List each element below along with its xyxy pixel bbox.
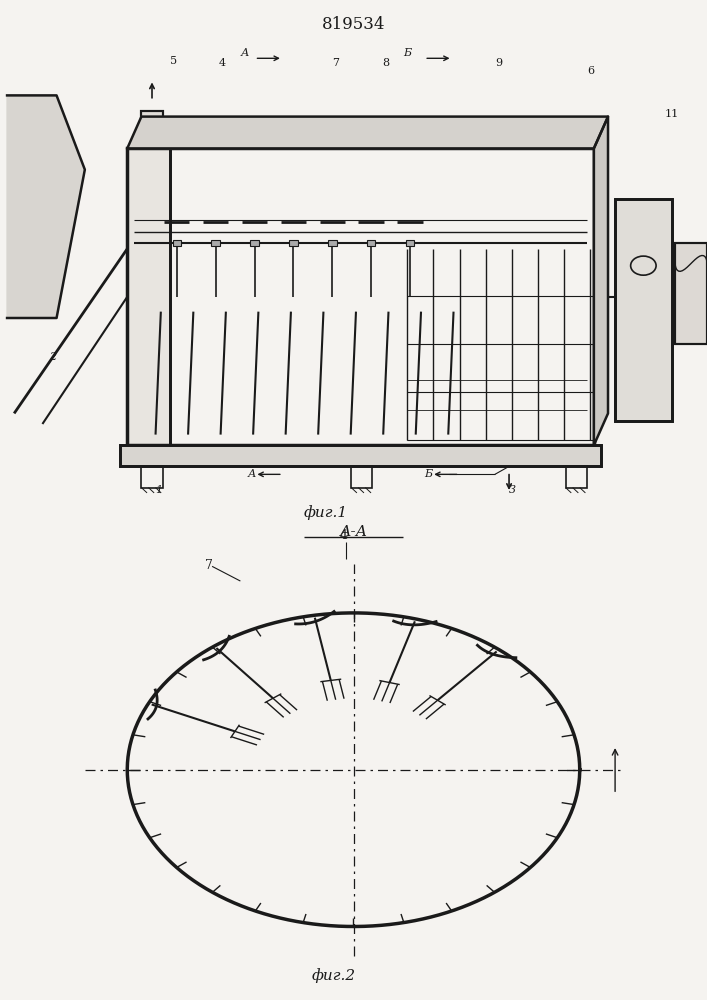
Text: 7: 7 <box>332 58 339 68</box>
Bar <box>120 445 601 466</box>
Text: Б: Б <box>424 469 432 479</box>
Bar <box>127 148 594 445</box>
Bar <box>141 466 163 488</box>
Bar <box>156 446 173 456</box>
Bar <box>120 445 601 466</box>
Bar <box>141 111 163 148</box>
Bar <box>127 148 170 445</box>
Bar <box>566 466 587 488</box>
Bar <box>675 243 707 344</box>
Text: фиг.1: фиг.1 <box>304 505 348 520</box>
Bar <box>328 240 337 246</box>
Text: 7: 7 <box>205 559 213 572</box>
Bar <box>250 240 259 246</box>
Text: 6: 6 <box>587 66 594 76</box>
Text: А: А <box>240 48 249 58</box>
Bar <box>141 111 163 148</box>
Bar <box>675 243 707 344</box>
Text: А-А: А-А <box>339 525 368 539</box>
Bar <box>615 199 672 421</box>
Text: 5: 5 <box>170 56 177 66</box>
Text: 3: 3 <box>509 485 516 495</box>
Bar <box>173 240 181 246</box>
Bar <box>127 148 170 445</box>
Text: Б: Б <box>403 48 411 58</box>
Polygon shape <box>7 95 85 318</box>
Bar <box>421 446 439 456</box>
Text: 819534: 819534 <box>322 16 385 33</box>
Text: 4: 4 <box>219 58 226 68</box>
Bar <box>367 240 375 246</box>
Text: А: А <box>247 469 256 479</box>
Text: фиг.2: фиг.2 <box>311 969 355 983</box>
Polygon shape <box>127 117 608 148</box>
Bar <box>406 240 414 246</box>
Polygon shape <box>594 117 608 445</box>
Bar <box>351 466 373 488</box>
Bar <box>289 240 298 246</box>
Text: 11: 11 <box>665 109 679 119</box>
Text: 4: 4 <box>339 529 347 542</box>
Text: 9: 9 <box>495 58 502 68</box>
Text: 1: 1 <box>156 485 163 495</box>
Bar <box>615 199 672 421</box>
Text: 2: 2 <box>49 352 57 362</box>
Text: 8: 8 <box>382 58 389 68</box>
Bar <box>211 240 220 246</box>
